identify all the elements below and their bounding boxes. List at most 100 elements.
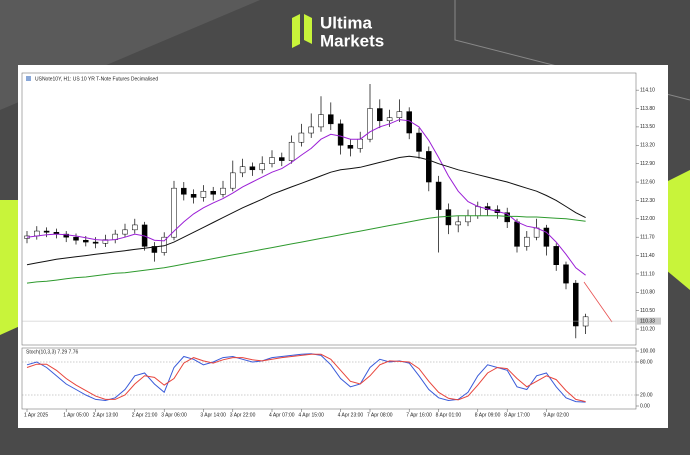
candle-body (465, 215, 471, 223)
candle-body (347, 145, 354, 149)
x-tick-label: 8 Apr 17:00 (504, 412, 530, 418)
y-tick-label: 111.70 (640, 235, 655, 241)
y-tick-label: 110.20 (640, 326, 655, 332)
y-tick-label: 114.10 (640, 87, 655, 93)
candle-body (279, 157, 285, 161)
candle-body (386, 117, 393, 122)
candle-body (259, 163, 265, 171)
candle-body (181, 187, 187, 195)
candle-body (337, 123, 344, 146)
trend-arrow (583, 281, 613, 323)
y-tick-label: 0.00 (640, 403, 650, 409)
candle-body (435, 181, 442, 210)
candle-body (416, 132, 422, 152)
y-tick-label: 110.50 (640, 308, 655, 314)
candle-body (543, 227, 550, 247)
candle-body (210, 190, 216, 195)
series-line (26, 353, 586, 403)
candle-body (269, 157, 275, 164)
y-tick-label: 20.00 (640, 392, 653, 398)
candle-body (249, 166, 256, 171)
candle-body (122, 229, 128, 235)
candle-body (426, 151, 432, 183)
price-label-box (637, 317, 661, 325)
series-line (26, 119, 586, 276)
x-tick-label: 3 Apr 22:00 (230, 412, 256, 418)
price-label: 110.33 (640, 318, 655, 324)
y-tick-label: 113.20 (640, 143, 655, 149)
brand-top: Ultima (320, 13, 373, 32)
candle-body (288, 141, 295, 161)
candle-body (563, 264, 569, 284)
y-tick-label: 111.10 (640, 271, 655, 277)
candle-body (63, 233, 69, 238)
x-tick-label: 1 Apr 2025 (24, 412, 48, 418)
candle-body (230, 172, 236, 189)
icon (26, 76, 31, 81)
candle-body (73, 236, 79, 241)
candle-body (318, 114, 324, 128)
y-tick-label: 112.00 (640, 216, 655, 222)
candle-body (83, 239, 89, 243)
logo: Ultima Markets (292, 13, 384, 50)
x-tick-label: 2 Apr 13:00 (93, 412, 119, 418)
y-tick-label: 112.90 (640, 161, 655, 167)
y-tick-label: 113.50 (640, 124, 655, 130)
candle-body (171, 187, 177, 238)
series-line (26, 215, 586, 284)
x-tick-label: 3 Apr 14:00 (200, 412, 226, 418)
y-tick-label: 112.30 (640, 198, 655, 204)
candle-body (582, 316, 589, 327)
logo-mark (292, 14, 300, 48)
x-tick-label: 7 Apr 16:00 (406, 412, 432, 418)
candle-body (377, 108, 383, 122)
candle-body (367, 108, 373, 140)
x-tick-label: 7 Apr 08:00 (367, 412, 393, 418)
candle-body (151, 246, 158, 253)
stoch-title: Stoch(10,3,3) 7.29 7.76 (26, 349, 78, 355)
brand-bottom: Markets (320, 31, 384, 50)
x-tick-label: 1 Apr 05:00 (63, 412, 89, 418)
series-line (26, 155, 586, 266)
x-tick-label: 4 Apr 15:00 (298, 412, 324, 418)
candle-body (524, 236, 530, 247)
candle-body (308, 126, 314, 134)
candle-body (298, 132, 305, 143)
x-tick-label: 4 Apr 23:00 (338, 412, 364, 418)
candle-body (34, 230, 40, 237)
candle-body (92, 241, 99, 244)
x-tick-label: 9 Apr 02:00 (543, 412, 569, 418)
candle-body (220, 187, 226, 195)
candle-body (573, 282, 579, 327)
x-tick-label: 2 Apr 21:00 (132, 412, 158, 418)
candle-body (43, 230, 50, 233)
candle-body (357, 138, 363, 149)
x-tick-label: 4 Apr 07:00 (269, 412, 295, 418)
y-tick-label: 113.80 (640, 106, 655, 112)
candle-body (239, 166, 246, 174)
candle-body (200, 190, 207, 198)
y-tick-label: 110.80 (640, 290, 655, 296)
candle-body (328, 114, 334, 125)
x-tick-label: 8 Apr 01:00 (436, 412, 462, 418)
candle-body (190, 194, 197, 198)
candle-body (396, 111, 403, 118)
y-tick-label: 112.60 (640, 179, 655, 185)
candle-body (504, 212, 510, 223)
main-plot-border (21, 72, 637, 346)
y-tick-label: 100.00 (640, 348, 656, 354)
logo-mark (304, 14, 312, 44)
y-tick-label: 80.00 (640, 359, 653, 365)
candle-body (102, 239, 109, 244)
x-tick-label: 8 Apr 09:00 (475, 412, 501, 418)
candle-body (514, 221, 520, 247)
candle-body (445, 209, 452, 226)
candle-body (553, 246, 559, 265)
plot: 110.20 110.50 110.80 111.10 111.40 111.70 112.… (22, 84, 661, 418)
candle-body (132, 224, 138, 231)
series-line (26, 353, 586, 403)
candle-body (533, 227, 540, 238)
y-tick-label: 111.40 (640, 253, 655, 259)
stoch-plot-border (21, 347, 637, 410)
